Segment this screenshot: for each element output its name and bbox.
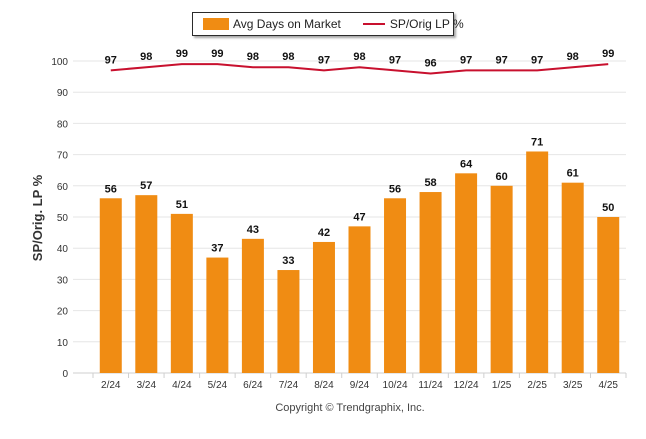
legend-bar-label: Avg Days on Market	[233, 17, 341, 31]
line-value-label: 98	[247, 51, 259, 63]
line-value-label: 99	[602, 48, 614, 60]
legend-bar-swatch	[203, 18, 229, 30]
y-tick-label: 60	[57, 182, 69, 193]
line-value-label: 98	[140, 51, 152, 63]
y-tick-label: 10	[57, 338, 69, 349]
bar	[349, 226, 371, 373]
bar-value-label: 51	[176, 199, 188, 211]
bar	[313, 242, 335, 373]
line-value-label: 97	[460, 54, 472, 66]
legend-item-bar: Avg Days on Market	[203, 17, 341, 31]
y-tick-label: 80	[57, 119, 69, 130]
line-value-label: 98	[567, 51, 579, 63]
bar	[455, 173, 477, 373]
bar-series	[100, 151, 619, 373]
bar-value-label: 33	[282, 255, 294, 267]
legend-item-line: SP/Orig LP %	[363, 17, 464, 31]
legend-line-swatch	[363, 23, 385, 25]
bar-value-label: 42	[318, 227, 330, 239]
bar-value-label: 64	[460, 158, 473, 170]
line-value-label: 99	[211, 48, 223, 60]
chart-legend: Avg Days on Market SP/Orig LP %	[192, 12, 454, 36]
x-tick-label: 11/24	[418, 380, 443, 391]
bar-value-label: 71	[531, 136, 543, 148]
y-tick-label: 70	[57, 151, 69, 162]
x-tick-label: 6/24	[243, 380, 263, 391]
y-tick-label: 40	[57, 244, 69, 255]
bar	[420, 192, 442, 373]
bar	[135, 195, 157, 373]
line-value-label: 99	[176, 48, 188, 60]
x-tick-label: 3/24	[137, 380, 157, 391]
bar	[277, 270, 299, 373]
bar-value-label: 57	[140, 180, 152, 192]
line-value-label: 97	[496, 54, 508, 66]
line-value-label: 97	[531, 54, 543, 66]
bar	[384, 198, 406, 373]
line-value-label: 96	[424, 57, 436, 69]
bar-value-label: 37	[211, 243, 223, 255]
x-tick-label: 8/24	[314, 380, 334, 391]
bar-value-label: 56	[105, 183, 117, 195]
x-tick-label: 7/24	[279, 380, 299, 391]
bar-value-label: 47	[353, 211, 365, 223]
bar	[242, 239, 264, 373]
bar	[597, 217, 619, 373]
y-tick-label: 50	[57, 213, 69, 224]
bar	[526, 151, 548, 373]
x-tick-label: 4/24	[172, 380, 192, 391]
x-tick-label: 3/25	[563, 380, 583, 391]
x-tick-label: 10/24	[383, 380, 408, 391]
x-tick-label: 5/24	[208, 380, 228, 391]
y-tick-label: 90	[57, 88, 69, 99]
y-axis-title: SP/Orig. LP %	[30, 174, 45, 261]
y-tick-label: 100	[51, 57, 68, 68]
line-value-label: 97	[389, 54, 401, 66]
y-tick-label: 20	[57, 307, 69, 318]
x-tick-label: 1/25	[492, 380, 512, 391]
bar-value-label: 56	[389, 183, 401, 195]
bar-value-label: 43	[247, 224, 259, 236]
bar	[562, 183, 584, 373]
x-tick-label: 4/25	[598, 380, 618, 391]
line-value-label: 98	[282, 51, 294, 63]
line-value-label: 98	[353, 51, 365, 63]
x-tick-label: 12/24	[454, 380, 479, 391]
y-tick-label: 0	[62, 369, 68, 380]
y-tick-label: 30	[57, 275, 69, 286]
copyright-text: Copyright © Trendgraphix, Inc.	[0, 402, 646, 414]
x-tick-label: 2/24	[101, 380, 121, 391]
bar	[100, 198, 122, 373]
bar	[171, 214, 193, 373]
bar-value-label: 61	[567, 168, 579, 180]
x-tick-label: 2/25	[527, 380, 547, 391]
legend-line-label: SP/Orig LP %	[390, 17, 464, 31]
bar	[491, 186, 513, 373]
bar-value-label: 60	[496, 171, 508, 183]
x-tick-label: 9/24	[350, 380, 370, 391]
bar-value-label: 50	[602, 202, 614, 214]
line-value-label: 97	[318, 54, 330, 66]
bar	[206, 258, 228, 373]
bar-value-label: 58	[424, 177, 436, 189]
line-value-label: 97	[105, 54, 117, 66]
